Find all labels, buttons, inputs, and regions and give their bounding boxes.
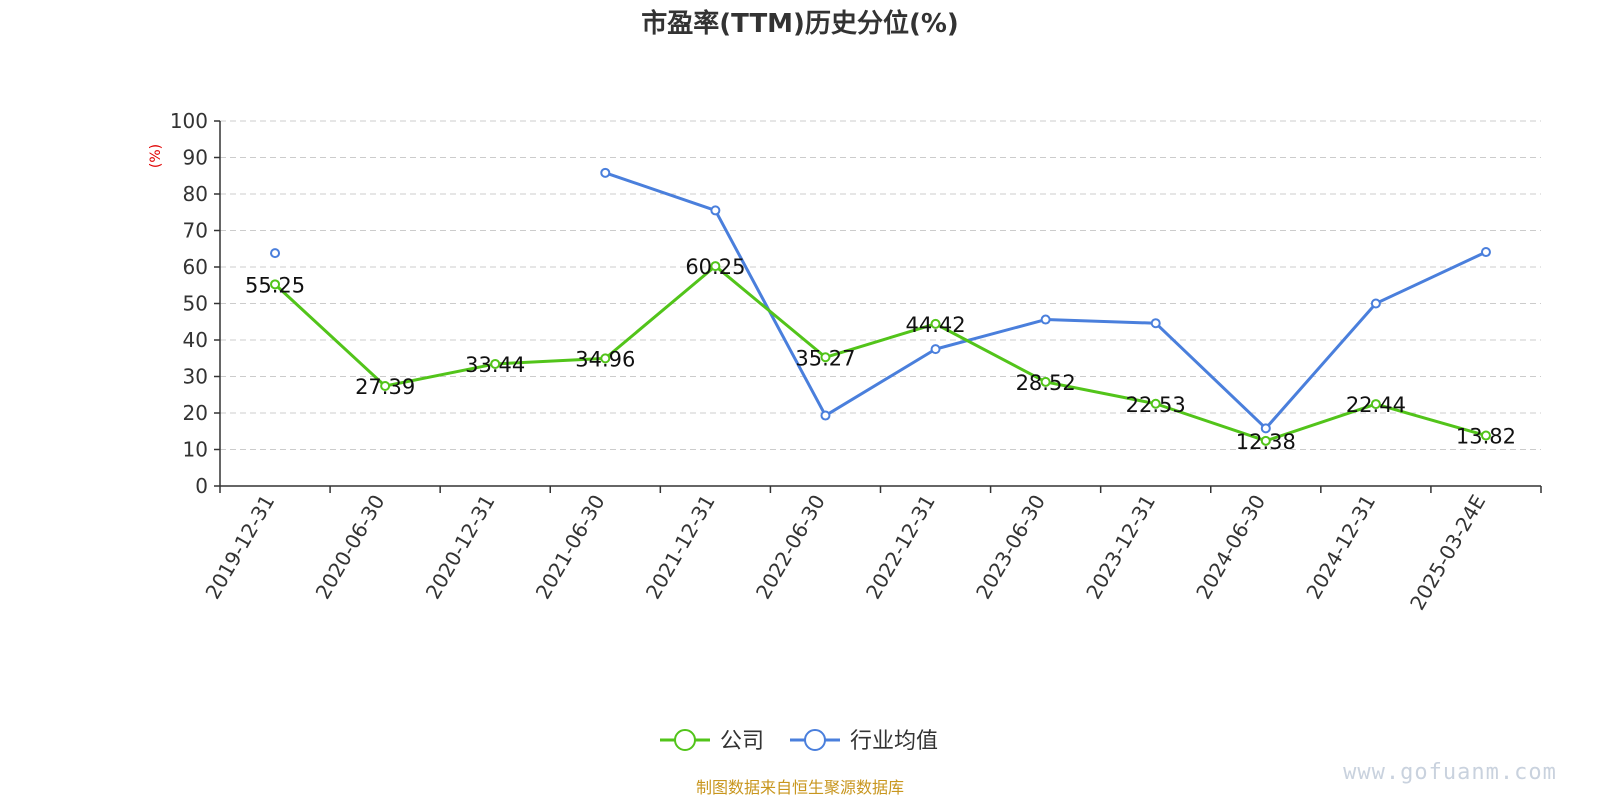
grid-lines	[220, 120, 1541, 450]
legend-label: 公司	[720, 729, 764, 754]
legend-marker	[804, 729, 826, 751]
data-label: 55.25	[245, 273, 305, 297]
data-point	[1480, 430, 1491, 441]
data-label: 44.42	[905, 313, 965, 337]
data-point	[600, 167, 611, 178]
watermark: www.gofuanm.com	[1343, 760, 1557, 785]
data-point	[820, 352, 831, 363]
data-point	[600, 353, 611, 364]
data-point	[820, 410, 831, 421]
data-point	[1040, 314, 1051, 325]
y-axis-label: (%)	[148, 144, 164, 168]
y-tick-label: 30	[183, 365, 208, 389]
legend-item: 公司	[660, 729, 764, 754]
data-label: 28.52	[1016, 371, 1076, 395]
x-tick-label: 2021-12-31	[641, 491, 720, 604]
x-tick-label: 2022-12-31	[861, 491, 940, 604]
y-tick-label: 10	[183, 438, 208, 462]
data-label: 60.25	[685, 255, 745, 279]
y-tick-label: 40	[183, 328, 208, 352]
y-tick-label: 50	[183, 292, 208, 316]
source-note: 制图数据来自恒生聚源数据库	[696, 778, 904, 797]
data-label: 22.44	[1346, 393, 1406, 417]
x-tick-label: 2020-12-31	[421, 491, 500, 604]
data-label: 13.82	[1456, 425, 1516, 449]
legend-marker	[674, 729, 696, 751]
y-tick-label: 100	[170, 109, 208, 133]
data-label: 22.53	[1126, 393, 1186, 417]
y-tick-label: 80	[183, 182, 208, 206]
x-tick-label: 2023-06-30	[971, 491, 1050, 604]
data-point	[1260, 435, 1271, 446]
data-point	[1260, 423, 1271, 434]
data-point	[1480, 247, 1491, 258]
data-point	[270, 248, 281, 259]
legend-label: 行业均值	[850, 729, 938, 754]
data-point	[490, 358, 501, 369]
series-line	[274, 264, 1487, 443]
data-point	[930, 344, 941, 355]
data-point	[270, 279, 281, 290]
x-tick-label: 2021-06-30	[531, 491, 610, 604]
y-tick-label: 70	[183, 219, 208, 243]
data-point	[380, 381, 391, 392]
legend-item: 行业均值	[790, 729, 938, 754]
data-label: 33.44	[465, 353, 525, 377]
x-tick-label: 2025-03-24E	[1405, 491, 1490, 615]
data-point	[1370, 298, 1381, 309]
data-point	[710, 261, 721, 272]
data-point	[1150, 318, 1161, 329]
data-point	[1370, 399, 1381, 410]
x-tick-label: 2024-12-31	[1301, 491, 1380, 604]
legend: 公司 行业均值	[660, 729, 938, 754]
data-label: 35.27	[795, 346, 855, 370]
data-point	[930, 318, 941, 329]
x-tick-label: 2019-12-31	[200, 491, 279, 604]
data-point	[1040, 376, 1051, 387]
chart-title: 市盈率(TTM)历史分位(%)	[641, 8, 959, 39]
data-label: 34.96	[575, 347, 635, 371]
y-tick-label: 20	[183, 401, 208, 425]
y-tick-label: 0	[195, 474, 208, 498]
data-labels: 55.25 27.39 33.44 34.96 60.25 35.27 44.42 28.52…	[245, 255, 1516, 454]
data-label: 12.38	[1236, 430, 1296, 454]
x-tick-label: 2024-06-30	[1191, 491, 1270, 604]
x-tick-label: 2023-12-31	[1081, 491, 1160, 604]
series-layer	[270, 167, 1491, 446]
x-tick-label: 2022-06-30	[751, 491, 830, 604]
data-point	[1150, 398, 1161, 409]
x-tick-label: 2020-06-30	[311, 491, 390, 604]
data-point	[710, 205, 721, 216]
y-tick-label: 60	[183, 255, 208, 279]
y-tick-label: 90	[183, 146, 208, 170]
data-label: 27.39	[355, 375, 415, 399]
